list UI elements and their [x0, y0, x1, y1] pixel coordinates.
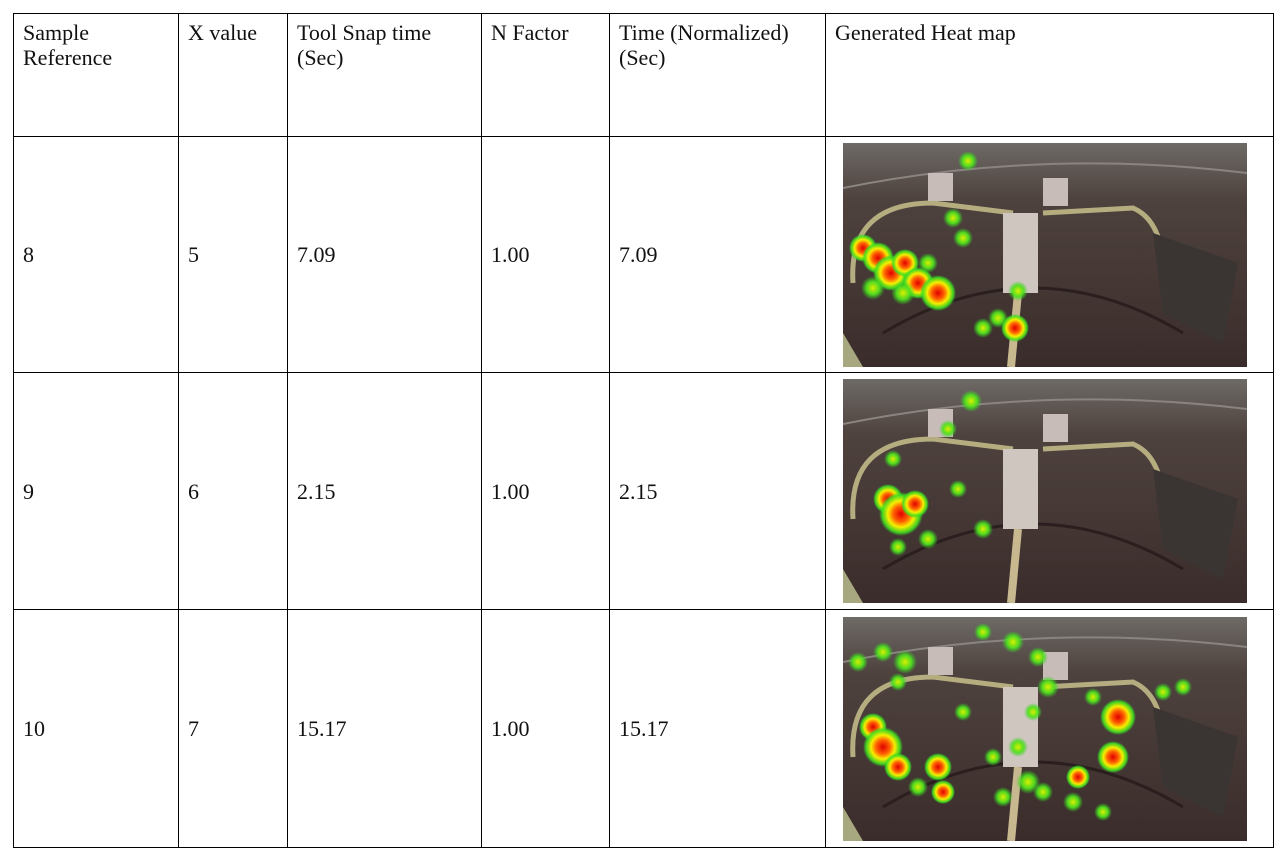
table-cell: 9	[13, 372, 179, 610]
heat-spot	[1008, 280, 1028, 301]
rake-left	[850, 199, 1014, 283]
field-edge	[843, 161, 1247, 189]
heat-spot	[908, 776, 928, 797]
heat-spot	[1066, 764, 1090, 789]
heat-spot	[920, 274, 956, 311]
heat-spot	[1100, 698, 1136, 735]
table-cell: 10	[13, 609, 179, 848]
table-cell: 8	[13, 136, 179, 373]
hub	[1003, 449, 1038, 529]
heat-spot	[924, 752, 952, 781]
heat-spot	[1024, 702, 1042, 721]
heat-spot	[954, 702, 972, 721]
table-row: 9 6 2.15 1.00 2.15	[13, 372, 1274, 610]
image-cell	[825, 136, 1274, 373]
heat-spot	[884, 752, 912, 781]
boom	[1007, 528, 1022, 604]
sign-right	[1043, 414, 1068, 442]
table-body: 8 5 7.09 1.00 7.09 9 6 2.15 1.00 2.15 10 7 15.17 1.00…	[13, 136, 1274, 848]
table-cell: 7.09	[609, 136, 826, 373]
table-cell: 7	[178, 609, 288, 848]
heat-spot	[918, 529, 938, 549]
tractor-edge	[843, 569, 863, 603]
header-cell: Time (Normalized) (Sec)	[609, 13, 826, 137]
table-cell: 15.17	[287, 609, 482, 848]
heat-spot	[891, 280, 915, 305]
heat-spot	[893, 649, 917, 674]
tine-bar	[1153, 706, 1238, 817]
heat-spot	[960, 390, 982, 412]
heat-spot	[1037, 675, 1059, 698]
sign-left	[928, 646, 953, 675]
table-row: 8 5 7.09 1.00 7.09	[13, 136, 1274, 373]
sign-left	[928, 172, 953, 201]
heat-spot	[889, 538, 907, 556]
heat-spot	[884, 450, 902, 468]
heat-spot	[861, 275, 885, 300]
heat-spot	[984, 747, 1002, 766]
table-cell: 2.15	[609, 372, 826, 610]
heat-spot	[958, 150, 978, 171]
heat-spot	[873, 641, 893, 662]
header-cell: Sample Reference	[13, 13, 179, 137]
heat-spot	[973, 317, 993, 338]
tractor-edge	[843, 332, 863, 367]
header-row: Sample Reference X value Tool Snap time (S…	[13, 13, 1274, 137]
heat-spot	[943, 207, 963, 228]
image-cell	[825, 609, 1274, 848]
heat-spot	[1084, 687, 1102, 706]
heat-spot	[918, 252, 938, 273]
tractor-edge	[843, 806, 863, 841]
heat-spot	[1028, 646, 1048, 667]
header-cell: X value	[178, 13, 288, 137]
heat-spot	[901, 490, 929, 518]
heat-map-image	[843, 616, 1247, 841]
tine-bar	[1153, 232, 1238, 343]
header-cell: Tool Snap time (Sec)	[287, 13, 482, 137]
heat-spot	[1063, 791, 1083, 812]
rake-left	[850, 436, 1014, 520]
rake-left	[850, 673, 1014, 757]
field-edge	[843, 635, 1247, 663]
table-cell: 1.00	[481, 136, 610, 373]
image-cell	[825, 372, 1274, 610]
table-cell: 15.17	[609, 609, 826, 848]
heat-spot	[1094, 802, 1112, 821]
heat-spot	[949, 480, 967, 498]
heat-spot	[848, 651, 868, 672]
sign-right	[1043, 177, 1068, 206]
heat-spot	[1002, 630, 1024, 653]
field-edge	[843, 398, 1247, 425]
table-cell: 5	[178, 136, 288, 373]
heat-spot	[931, 779, 955, 804]
table-cell: 1.00	[481, 609, 610, 848]
heat-spot	[1174, 677, 1192, 696]
heat-spot	[1008, 736, 1028, 757]
header-cell: N Factor	[481, 13, 610, 137]
heat-spot	[889, 672, 907, 691]
table-cell: 2.15	[287, 372, 482, 610]
heat-spot	[993, 786, 1013, 807]
heat-map-image	[843, 379, 1247, 604]
hub	[1003, 212, 1038, 293]
heat-spot	[1097, 740, 1129, 773]
heat-spot	[939, 420, 957, 438]
heat-spot	[973, 519, 993, 539]
data-table: Sample Reference X value Tool Snap time (S…	[13, 13, 1274, 848]
heat-spot	[1001, 313, 1029, 342]
table-row: 10 7 15.17 1.00 15.17	[13, 609, 1274, 848]
table-cell: 1.00	[481, 372, 610, 610]
heat-spot	[953, 227, 973, 248]
table-cell: 6	[178, 372, 288, 610]
heat-spot	[1033, 781, 1053, 802]
header-cell: Generated Heat map	[825, 13, 1274, 137]
tine-bar	[1153, 469, 1238, 579]
table-cell: 7.09	[287, 136, 482, 373]
heat-spot	[974, 622, 992, 641]
heat-spot	[1154, 682, 1172, 701]
heat-map-image	[843, 142, 1247, 367]
